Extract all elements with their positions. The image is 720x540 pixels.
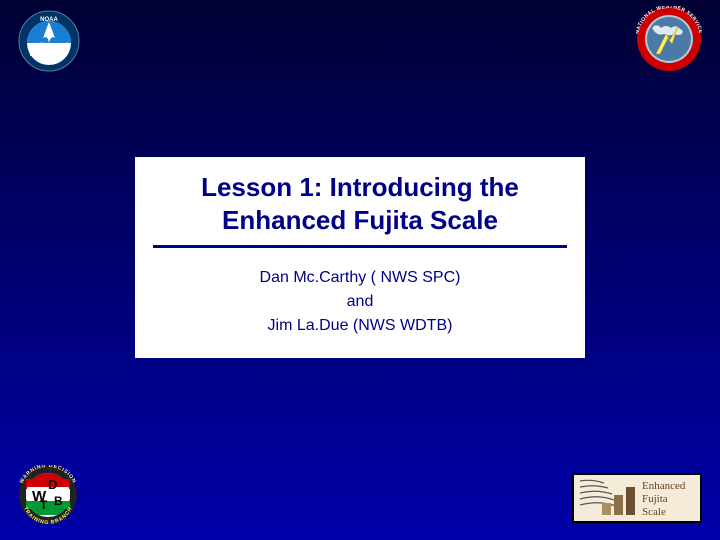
authors-block: Dan Mc.Carthy ( NWS SPC) and Jim La.Due … <box>153 266 567 338</box>
author-1: Dan Mc.Carthy ( NWS SPC) <box>260 269 461 286</box>
noaa-logo: NOAA <box>18 10 80 77</box>
ef-line1: Enhanced <box>642 480 686 492</box>
ef-line2: Fujita <box>642 493 668 505</box>
title-line-1: Lesson 1: Introducing the <box>201 172 519 202</box>
ef-scale-logo: Enhanced Fujita Scale <box>572 473 702 528</box>
title-box: Lesson 1: Introducing the Enhanced Fujit… <box>135 157 585 358</box>
wdtb-d: D <box>48 477 57 492</box>
ef-line3: Scale <box>642 506 666 518</box>
author-2: Jim La.Due (NWS WDTB) <box>268 317 453 334</box>
wdtb-t: T <box>40 498 48 512</box>
wdtb-logo: W D T B WARNING DECISION TRAINING BRANCH <box>18 465 78 530</box>
title-underline <box>153 245 567 248</box>
nws-logo: NATIONAL WEATHER SERVICE <box>636 6 702 77</box>
title-line-2: Enhanced Fujita Scale <box>222 205 498 235</box>
wdtb-b: B <box>54 494 63 508</box>
author-conj: and <box>347 293 374 310</box>
noaa-label-text: NOAA <box>40 17 58 23</box>
slide-title: Lesson 1: Introducing the Enhanced Fujit… <box>153 171 567 236</box>
